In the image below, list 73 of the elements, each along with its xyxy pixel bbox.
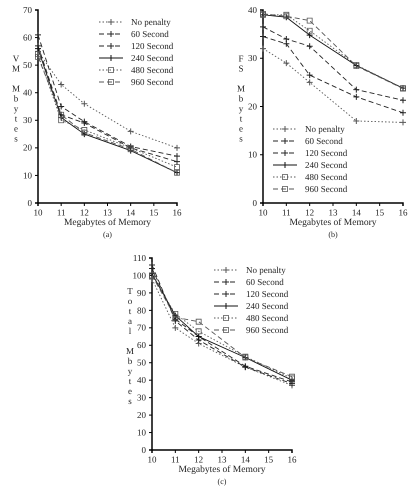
y-tick-label: 90 xyxy=(137,288,146,298)
y-tick-label: 10 xyxy=(23,170,32,180)
legend-label: 480 Second xyxy=(246,313,289,323)
legend-label: No penalty xyxy=(131,17,172,27)
y-tick-label: 20 xyxy=(248,101,258,112)
y-tick-label: 30 xyxy=(23,115,32,126)
y-axis-title: VM Mbytes xyxy=(12,54,20,144)
x-axis-title: Megabytes of Memory xyxy=(289,218,377,228)
x-tick-label: 12 xyxy=(305,207,314,218)
y-tick-label: 100 xyxy=(132,270,146,280)
y-tick-label: 10 xyxy=(248,150,258,160)
y-tick-label: 50 xyxy=(23,60,32,70)
y-tick-label: 0 xyxy=(28,198,32,208)
legend-label: 480 Second xyxy=(305,172,348,182)
legend-label: 60 Second xyxy=(305,136,344,146)
legend-label: No penalty xyxy=(305,124,346,134)
y-tick-label: 0 xyxy=(142,444,146,455)
x-tick-label: 15 xyxy=(149,207,159,218)
x-tick-label: 13 xyxy=(103,207,112,218)
y-tick-label: 30 xyxy=(248,53,258,64)
x-axis-title: Megabytes of Memory xyxy=(64,218,152,228)
text: Total Mbytes xyxy=(126,286,134,406)
legend-label: 240 Second xyxy=(305,160,348,170)
legend-label: No penalty xyxy=(246,265,286,275)
legend-label: 480 Second xyxy=(131,65,174,75)
x-tick-label: 13 xyxy=(218,454,227,464)
legend-label: 240 Second xyxy=(131,53,174,63)
x-axis-title: Megabytes of Memory xyxy=(178,465,266,475)
x-tick-label: 12 xyxy=(80,207,89,218)
text: (c) xyxy=(218,477,227,486)
y-tick-label: 60 xyxy=(137,340,146,350)
y-axis-title: FS Mbytes xyxy=(236,54,246,144)
y-tick-label: 30 xyxy=(137,392,146,403)
y-tick-label: 40 xyxy=(137,375,146,386)
legend-label: 60 Second xyxy=(131,29,170,39)
x-tick-label: 11 xyxy=(170,454,180,464)
y-tick-label: 40 xyxy=(248,4,258,15)
legend-label: 120 Second xyxy=(246,289,289,299)
y-tick-label: 50 xyxy=(137,358,146,368)
legend-label: 960 Second xyxy=(131,77,174,87)
x-tick-label: 10 xyxy=(258,207,268,218)
legend-label: 240 Second xyxy=(246,301,289,311)
x-tick-label: 14 xyxy=(352,207,362,218)
x-tick-label: 16 xyxy=(398,207,408,218)
y-tick-label: 20 xyxy=(23,142,32,153)
text: (b) xyxy=(328,230,338,239)
legend-label: 60 Second xyxy=(246,277,284,287)
y-tick-label: 60 xyxy=(23,32,32,42)
x-tick-label: 11 xyxy=(56,207,66,218)
x-tick-label: 10 xyxy=(148,454,157,464)
y-tick-label: 10 xyxy=(137,427,146,438)
y-tick-label: 70 xyxy=(23,4,32,15)
y-tick-label: 40 xyxy=(23,88,32,98)
legend-label: 120 Second xyxy=(131,41,174,51)
x-tick-label: 16 xyxy=(288,454,297,464)
x-tick-label: 13 xyxy=(328,207,338,218)
x-tick-label: 16 xyxy=(172,207,182,218)
legend-label: 960 Second xyxy=(246,325,289,335)
y-tick-label: 80 xyxy=(137,305,146,316)
y-tick-label: 0 xyxy=(252,198,258,208)
x-tick-label: 11 xyxy=(282,207,291,218)
x-tick-label: 15 xyxy=(375,207,385,218)
text: (a) xyxy=(103,230,112,239)
x-tick-label: 12 xyxy=(194,454,204,464)
x-tick-label: 15 xyxy=(264,454,274,464)
x-tick-label: 10 xyxy=(34,207,43,218)
y-tick-label: 110 xyxy=(132,252,146,263)
y-tick-label: 20 xyxy=(137,410,146,420)
y-tick-label: 70 xyxy=(137,322,146,333)
x-tick-label: 14 xyxy=(240,454,250,464)
legend-label: 960 Second xyxy=(305,184,348,194)
x-tick-label: 14 xyxy=(126,207,136,218)
legend-label: 120 Second xyxy=(305,148,348,158)
